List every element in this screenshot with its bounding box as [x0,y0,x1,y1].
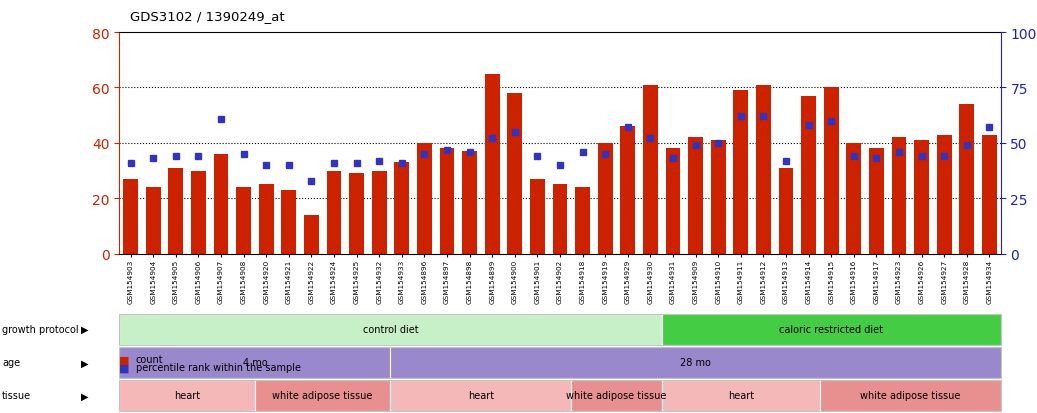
Text: heart: heart [468,390,494,401]
Text: ▶: ▶ [81,390,89,401]
Text: age: age [2,357,20,368]
Text: heart: heart [728,390,754,401]
Bar [620,127,635,254]
Text: tissue: tissue [2,390,31,401]
Text: white adipose tissue: white adipose tissue [566,390,667,401]
Text: percentile rank within the sample: percentile rank within the sample [136,363,301,373]
Bar [214,154,228,254]
Bar [733,91,748,254]
Bar [349,174,364,254]
Bar [982,135,997,254]
Bar [869,149,884,254]
Bar [959,105,974,254]
Bar [936,135,952,254]
Bar [892,138,906,254]
Bar [530,179,544,254]
Bar [281,190,297,254]
Bar [146,188,161,254]
Bar [304,215,318,254]
Bar [823,88,839,254]
Bar [191,171,205,254]
Bar [327,171,341,254]
Bar [802,97,816,254]
Bar [689,138,703,254]
Text: 28 mo: 28 mo [680,357,711,368]
Text: ▶: ▶ [81,357,89,368]
Bar [576,188,590,254]
Bar [710,141,726,254]
Bar [507,94,522,254]
Bar [643,85,657,254]
Bar [259,185,274,254]
Text: 4 mo: 4 mo [243,357,268,368]
Bar [463,152,477,254]
Text: growth protocol: growth protocol [2,324,79,335]
Bar [553,185,567,254]
Bar [440,149,454,254]
Text: GDS3102 / 1390249_at: GDS3102 / 1390249_at [130,10,284,23]
Text: caloric restricted diet: caloric restricted diet [779,324,884,335]
Bar [598,143,613,254]
Bar [123,179,138,254]
Text: count: count [136,354,164,364]
Bar [485,74,500,254]
Bar [417,143,431,254]
Text: heart: heart [174,390,200,401]
Bar [915,141,929,254]
Bar [666,149,680,254]
Bar [779,169,793,254]
Bar [372,171,387,254]
Text: ■: ■ [119,354,130,364]
Text: white adipose tissue: white adipose tissue [860,390,960,401]
Text: control diet: control diet [363,324,418,335]
Text: ■: ■ [119,363,130,373]
Bar [168,169,184,254]
Bar [236,188,251,254]
Bar [756,85,770,254]
Bar [846,143,861,254]
Text: ▶: ▶ [81,324,89,335]
Bar [394,163,410,254]
Text: white adipose tissue: white adipose tissue [273,390,373,401]
